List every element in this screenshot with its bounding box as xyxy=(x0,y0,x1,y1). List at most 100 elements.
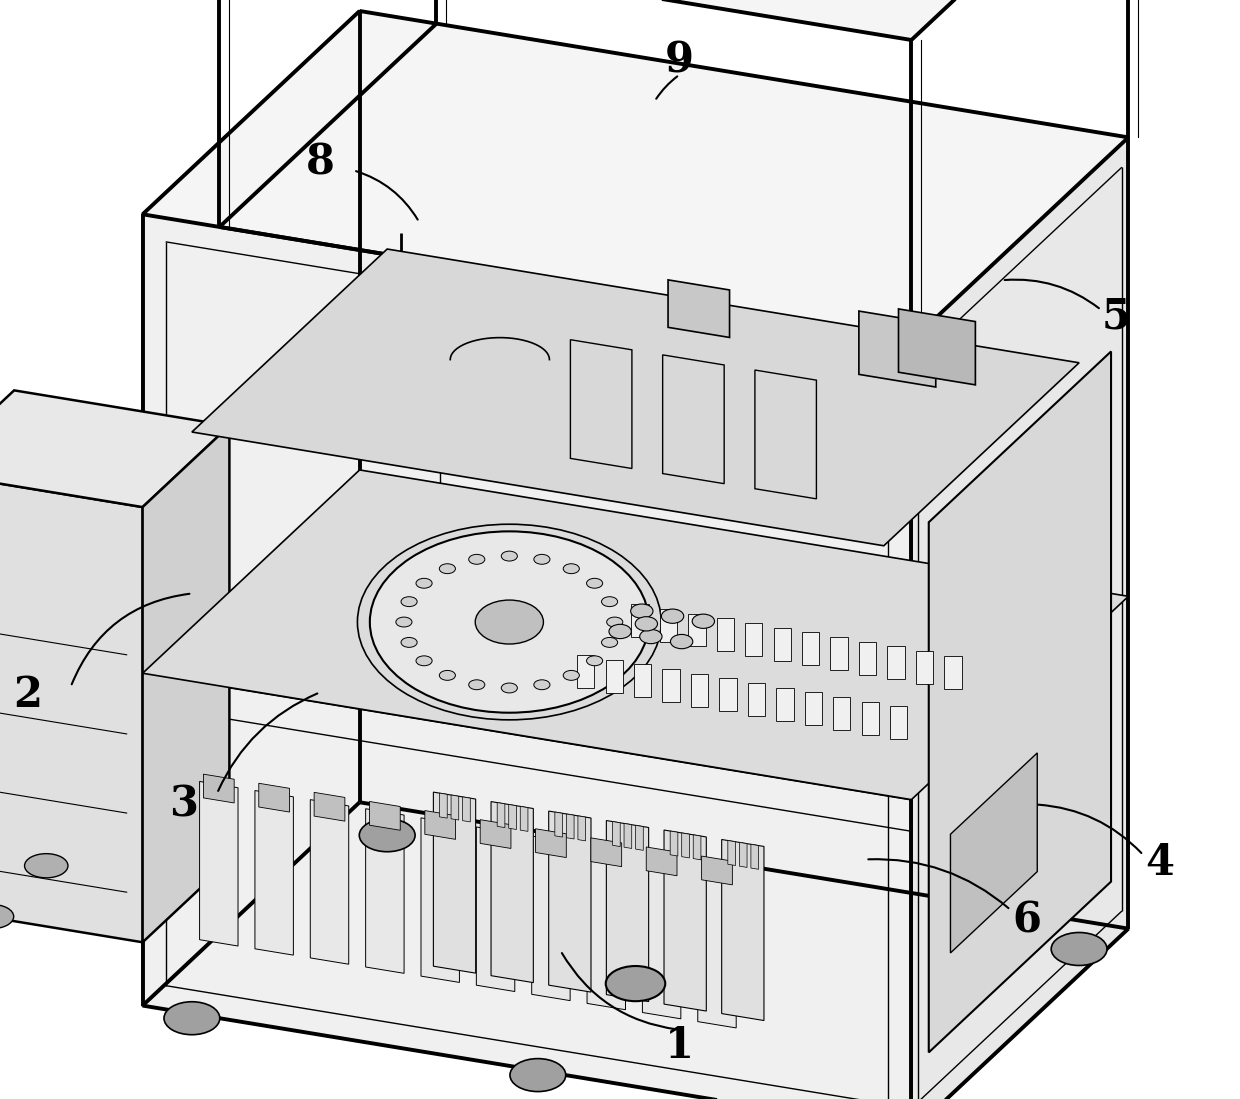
Polygon shape xyxy=(259,784,289,812)
Polygon shape xyxy=(370,801,401,830)
Polygon shape xyxy=(143,11,1128,341)
Polygon shape xyxy=(670,831,678,856)
Ellipse shape xyxy=(439,670,455,680)
Polygon shape xyxy=(143,425,229,942)
Bar xyxy=(888,646,905,679)
Polygon shape xyxy=(642,854,681,1019)
Polygon shape xyxy=(451,795,459,820)
Bar xyxy=(662,669,680,702)
Ellipse shape xyxy=(415,656,432,666)
Ellipse shape xyxy=(469,680,485,690)
Ellipse shape xyxy=(601,637,618,647)
Polygon shape xyxy=(668,280,729,337)
Ellipse shape xyxy=(501,552,517,562)
Polygon shape xyxy=(521,807,528,831)
Polygon shape xyxy=(200,781,238,946)
Polygon shape xyxy=(476,826,515,991)
Polygon shape xyxy=(665,830,707,1011)
Polygon shape xyxy=(203,774,234,803)
Ellipse shape xyxy=(609,624,631,639)
Text: 3: 3 xyxy=(169,784,198,825)
Polygon shape xyxy=(613,822,620,846)
Ellipse shape xyxy=(601,597,618,607)
Polygon shape xyxy=(143,470,1128,800)
Polygon shape xyxy=(591,837,621,867)
Ellipse shape xyxy=(692,614,714,629)
Ellipse shape xyxy=(469,554,485,564)
Polygon shape xyxy=(549,811,591,992)
Polygon shape xyxy=(929,352,1111,1053)
Ellipse shape xyxy=(164,1002,219,1035)
Text: 1: 1 xyxy=(665,1025,694,1067)
Ellipse shape xyxy=(0,904,14,929)
Ellipse shape xyxy=(635,617,657,631)
Polygon shape xyxy=(554,812,563,837)
Bar xyxy=(631,604,649,637)
Polygon shape xyxy=(532,836,570,1000)
Ellipse shape xyxy=(534,680,551,690)
Ellipse shape xyxy=(605,966,665,1001)
Ellipse shape xyxy=(501,682,517,692)
Polygon shape xyxy=(314,792,345,821)
Ellipse shape xyxy=(606,618,622,626)
Ellipse shape xyxy=(475,600,543,644)
Bar xyxy=(944,656,961,689)
Ellipse shape xyxy=(25,854,68,878)
Bar xyxy=(745,623,763,656)
Polygon shape xyxy=(0,471,143,942)
Bar xyxy=(634,665,651,698)
Bar xyxy=(719,678,737,711)
Ellipse shape xyxy=(563,670,579,680)
Text: 5: 5 xyxy=(1101,296,1131,337)
Polygon shape xyxy=(578,815,585,841)
Ellipse shape xyxy=(401,637,417,647)
Ellipse shape xyxy=(415,578,432,588)
Polygon shape xyxy=(463,797,470,822)
Polygon shape xyxy=(310,800,348,964)
Ellipse shape xyxy=(640,630,662,644)
Polygon shape xyxy=(662,355,724,484)
Polygon shape xyxy=(439,793,448,818)
Ellipse shape xyxy=(631,604,653,619)
Polygon shape xyxy=(693,835,701,859)
Ellipse shape xyxy=(1052,932,1107,965)
Bar xyxy=(862,702,879,735)
Ellipse shape xyxy=(671,634,693,648)
Polygon shape xyxy=(143,214,911,1099)
Ellipse shape xyxy=(360,819,415,852)
Bar xyxy=(916,651,934,684)
Polygon shape xyxy=(859,311,936,387)
Ellipse shape xyxy=(534,554,551,564)
Ellipse shape xyxy=(370,531,649,713)
Polygon shape xyxy=(606,821,649,1001)
Polygon shape xyxy=(624,823,631,848)
Polygon shape xyxy=(434,792,476,973)
Polygon shape xyxy=(422,818,460,983)
Bar xyxy=(774,628,791,660)
Bar xyxy=(717,619,734,652)
Bar xyxy=(802,632,820,665)
Text: 9: 9 xyxy=(665,40,694,81)
Ellipse shape xyxy=(401,597,417,607)
Text: 2: 2 xyxy=(12,674,42,715)
Ellipse shape xyxy=(563,564,579,574)
Bar xyxy=(833,697,851,730)
Ellipse shape xyxy=(587,656,603,666)
Bar xyxy=(748,684,765,717)
Ellipse shape xyxy=(587,578,603,588)
Ellipse shape xyxy=(396,618,412,626)
Ellipse shape xyxy=(439,564,455,574)
Bar xyxy=(776,688,794,721)
Bar xyxy=(688,613,706,646)
Polygon shape xyxy=(682,833,689,858)
Polygon shape xyxy=(751,844,759,869)
Ellipse shape xyxy=(661,609,683,623)
Text: 4: 4 xyxy=(1145,842,1174,884)
Polygon shape xyxy=(497,802,505,828)
Polygon shape xyxy=(0,390,229,507)
Text: 6: 6 xyxy=(1012,900,1042,942)
Polygon shape xyxy=(755,370,816,499)
Polygon shape xyxy=(728,841,735,866)
Polygon shape xyxy=(722,840,764,1021)
Bar xyxy=(805,692,822,725)
